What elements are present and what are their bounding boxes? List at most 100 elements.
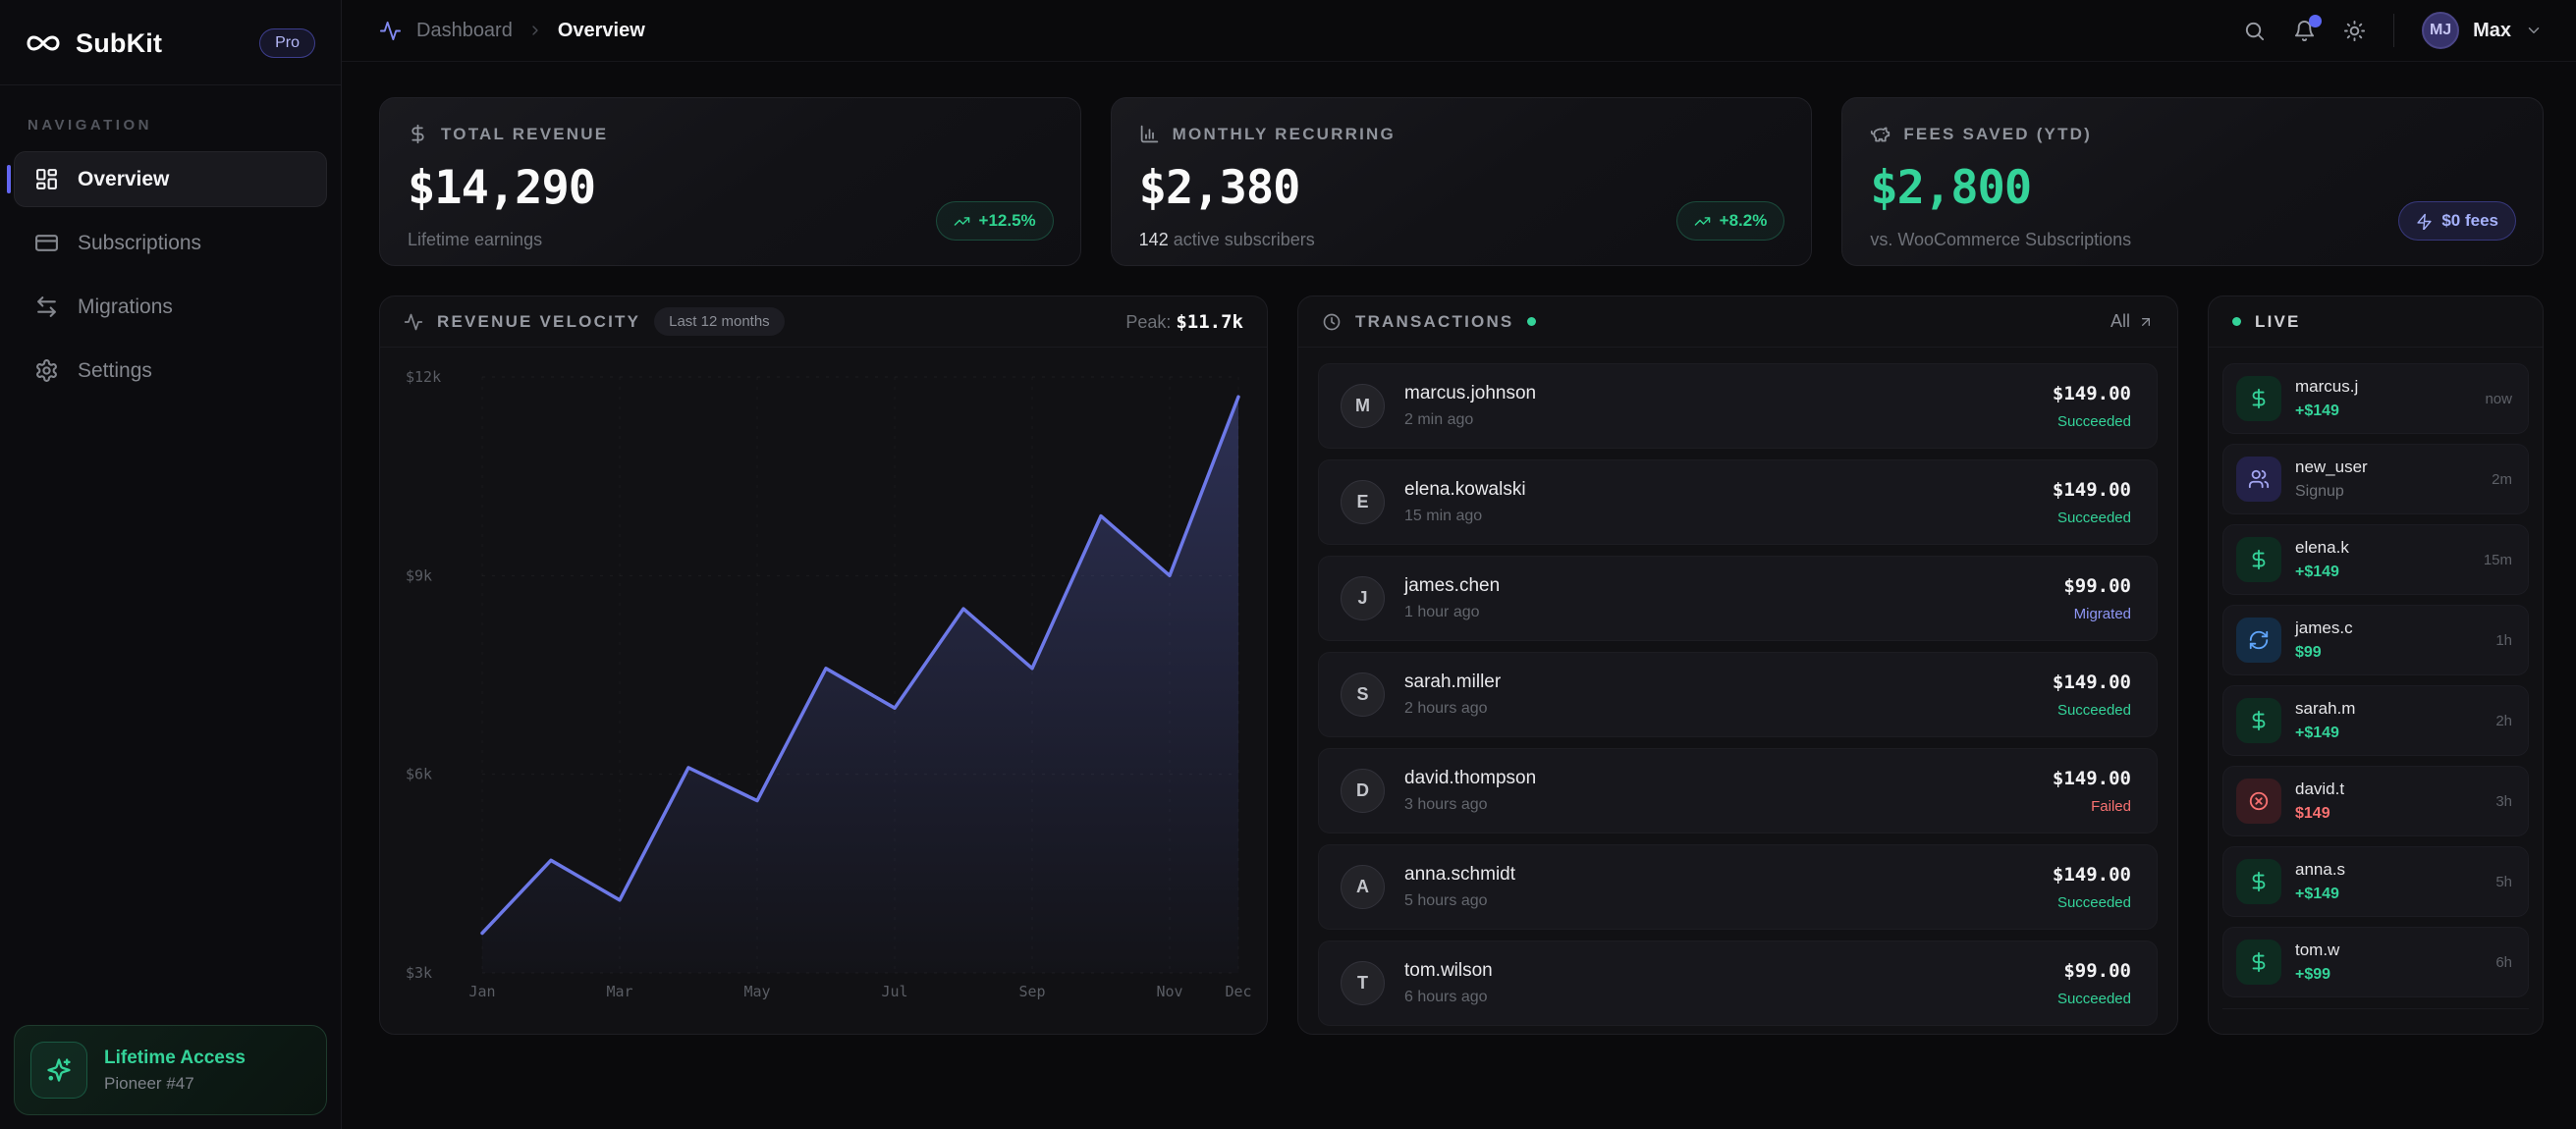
- nav-item-migrations[interactable]: Migrations: [14, 279, 327, 335]
- live-time: 1h: [2495, 631, 2512, 649]
- users-icon: [2248, 468, 2270, 490]
- transactions-all-link[interactable]: All: [2110, 311, 2154, 332]
- chart-panel-header: REVENUE VELOCITY Last 12 months Peak: $1…: [380, 296, 1267, 348]
- live-header: LIVE: [2209, 296, 2543, 348]
- live-time: now: [2485, 390, 2512, 407]
- promo-subtitle: Pioneer #47: [104, 1073, 194, 1093]
- svg-text:Mar: Mar: [606, 983, 632, 1000]
- nav-item-subscriptions[interactable]: Subscriptions: [14, 215, 327, 271]
- chart-peak: Peak: $11.7k: [1125, 310, 1243, 333]
- trending-up-icon: [1694, 213, 1711, 230]
- nav-item-label: Settings: [78, 358, 152, 382]
- dashboard-icon: [34, 167, 59, 191]
- revenue-chart-svg: $12k $9k $6k $3k Jan Mar May Jul Sep Nov Dec: [406, 368, 1252, 1000]
- transaction-row[interactable]: A anna.schmidt 5 hours ago $149.00 Succe…: [1318, 844, 2158, 930]
- transaction-user: james.chen: [1404, 575, 1501, 596]
- chart-period-pill[interactable]: Last 12 months: [654, 307, 785, 336]
- dollar-icon: [2248, 549, 2270, 570]
- transaction-status: Failed: [2091, 797, 2131, 815]
- migrations-icon: [34, 295, 59, 319]
- live-user: sarah.m: [2295, 699, 2356, 718]
- svg-text:Sep: Sep: [1018, 983, 1045, 1000]
- nav-item-overview[interactable]: Overview: [7, 151, 327, 207]
- transactions-header: TRANSACTIONS All: [1298, 296, 2177, 348]
- gear-icon: [34, 358, 59, 383]
- brand-name: SubKit: [76, 27, 163, 58]
- chart-title: REVENUE VELOCITY: [437, 311, 641, 331]
- user-name: Max: [2473, 19, 2511, 41]
- breadcrumb-current: Overview: [557, 19, 645, 41]
- notifications-button[interactable]: [2293, 14, 2323, 42]
- stat-value: $14,290: [408, 161, 596, 215]
- live-panel: LIVE marcus.j +$149 now: [2208, 296, 2544, 1035]
- dollar-icon: [2248, 871, 2270, 892]
- topbar-divider: [2393, 14, 2395, 47]
- nav-section-label: NAVIGATION: [27, 117, 152, 134]
- transaction-user: tom.wilson: [1404, 960, 1493, 981]
- transaction-avatar: D: [1341, 769, 1385, 813]
- transaction-avatar: A: [1341, 865, 1385, 909]
- live-detail: $149: [2295, 805, 2330, 822]
- stat-subtitle: 142 active subscribers: [1138, 230, 1315, 249]
- live-detail: +$149: [2295, 886, 2339, 902]
- logo-row: SubKit Pro: [0, 0, 341, 84]
- live-detail: +$99: [2295, 966, 2331, 983]
- live-time: 2h: [2495, 712, 2512, 729]
- dollar-icon: [2248, 951, 2270, 973]
- user-menu[interactable]: MJ Max: [2422, 12, 2543, 49]
- sidebar-divider: [0, 84, 341, 85]
- live-item: anna.s +$149 5h: [2222, 846, 2529, 917]
- lifetime-access-card: Lifetime Access Pioneer #47: [14, 1025, 327, 1115]
- transaction-status: Succeeded: [2056, 701, 2131, 719]
- stat-label: MONTHLY RECURRING: [1172, 124, 1396, 143]
- piggy-bank-icon: [1870, 124, 1891, 144]
- stat-badge: +8.2%: [1675, 201, 1785, 241]
- topbar-actions: MJ Max: [2243, 12, 2543, 49]
- live-dot: [2232, 317, 2241, 326]
- transaction-user: sarah.miller: [1404, 672, 1502, 692]
- live-time: 6h: [2495, 953, 2512, 971]
- svg-text:Jan: Jan: [468, 983, 495, 1000]
- live-time: 5h: [2495, 873, 2512, 890]
- x-circle-icon: [2248, 790, 2270, 812]
- nav-item-settings[interactable]: Settings: [14, 343, 327, 399]
- transaction-amount: $149.00: [2052, 863, 2131, 886]
- transaction-status: Succeeded: [2056, 412, 2131, 430]
- transaction-user: elena.kowalski: [1404, 479, 1526, 500]
- breadcrumb-parent[interactable]: Dashboard: [416, 19, 513, 41]
- transaction-row[interactable]: S sarah.miller 2 hours ago $149.00 Succe…: [1318, 652, 2158, 737]
- transactions-list: M marcus.johnson 2 min ago $149.00 Succe…: [1298, 348, 2177, 1034]
- live-item: tom.w +$99 6h: [2222, 927, 2529, 997]
- svg-text:$9k: $9k: [406, 566, 432, 584]
- dollar-icon: [2248, 710, 2270, 731]
- theme-toggle-sun-icon[interactable]: [2343, 20, 2366, 42]
- transaction-status: Succeeded: [2056, 893, 2131, 911]
- content: TOTAL REVENUE $14,290 Lifetime earnings …: [342, 62, 2576, 1035]
- live-detail: +$149: [2295, 725, 2339, 741]
- transaction-row[interactable]: J james.chen 1 hour ago $99.00 Migrated: [1318, 556, 2158, 641]
- transaction-row[interactable]: M marcus.johnson 2 min ago $149.00 Succe…: [1318, 363, 2158, 449]
- transaction-avatar: T: [1341, 961, 1385, 1005]
- transaction-row[interactable]: E elena.kowalski 15 min ago $149.00 Succ…: [1318, 459, 2158, 545]
- transactions-live-dot: [1527, 317, 1537, 326]
- search-icon[interactable]: [2243, 20, 2266, 42]
- live-user: james.c: [2295, 618, 2353, 637]
- transaction-amount: $99.00: [2063, 959, 2131, 982]
- chevron-down-icon: [2525, 22, 2543, 39]
- live-item: elena.k +$149 15m: [2222, 524, 2529, 595]
- transaction-amount: $149.00: [2052, 478, 2131, 501]
- nav-item-label: Subscriptions: [78, 231, 202, 254]
- revenue-velocity-panel: REVENUE VELOCITY Last 12 months Peak: $1…: [379, 296, 1268, 1035]
- transactions-panel: TRANSACTIONS All M marcus.johnson: [1297, 296, 2178, 1035]
- transaction-amount: $99.00: [2063, 574, 2131, 597]
- stat-cards: TOTAL REVENUE $14,290 Lifetime earnings …: [379, 97, 2545, 266]
- live-footer-divider: [2222, 1008, 2529, 1018]
- live-detail: +$149: [2295, 564, 2339, 580]
- transaction-user: david.thompson: [1404, 768, 1537, 788]
- transaction-row[interactable]: T tom.wilson 6 hours ago $99.00 Succeede…: [1318, 941, 2158, 1026]
- transaction-row[interactable]: D david.thompson 3 hours ago $149.00 Fai…: [1318, 748, 2158, 833]
- main-area: Dashboard Overview MJ Max: [342, 0, 2576, 1129]
- notification-dot: [2309, 14, 2323, 27]
- promo-title: Lifetime Access: [104, 1047, 246, 1068]
- stat-subtitle: vs. WooCommerce Subscriptions: [1870, 230, 2132, 249]
